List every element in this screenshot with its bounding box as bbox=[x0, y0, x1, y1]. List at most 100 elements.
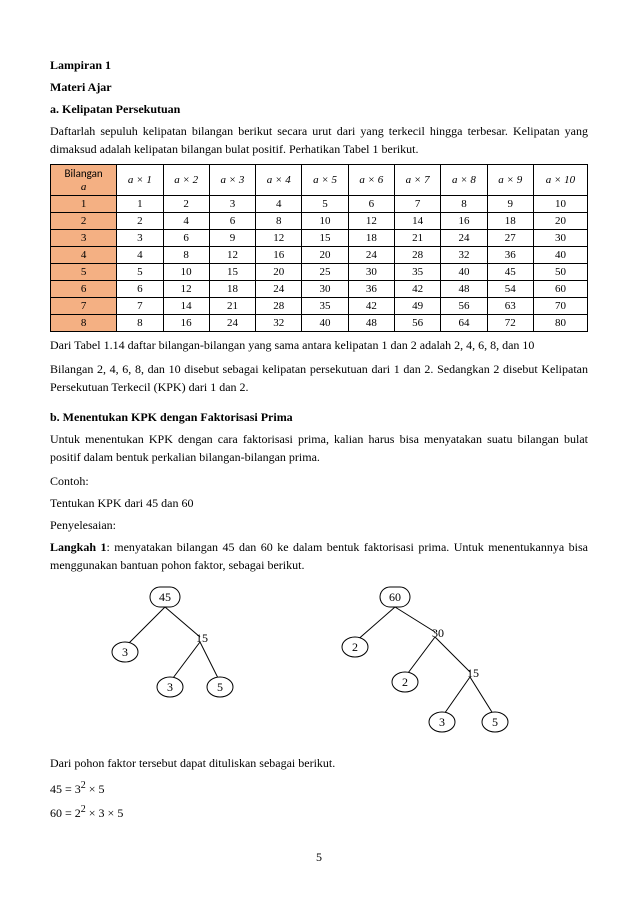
table-cell: 18 bbox=[348, 230, 394, 247]
table-cell: 28 bbox=[256, 298, 302, 315]
table-cell: 21 bbox=[209, 298, 255, 315]
col-bilangan-header: Bilangan a bbox=[51, 165, 117, 196]
table-cell: 12 bbox=[163, 281, 209, 298]
table-cell: 7 bbox=[117, 298, 163, 315]
table-cell: 49 bbox=[395, 298, 441, 315]
table-cell: 24 bbox=[348, 247, 394, 264]
table-cell: 10 bbox=[163, 264, 209, 281]
table-cell: 5 bbox=[117, 264, 163, 281]
table-cell: 24 bbox=[441, 230, 487, 247]
table-cell: 63 bbox=[487, 298, 533, 315]
tree-45: 45 3 15 3 5 bbox=[90, 582, 240, 702]
table-cell: 10 bbox=[533, 196, 587, 213]
table-cell: 8 bbox=[117, 315, 163, 332]
document-page: Lampiran 1 Materi Ajar a. Kelipatan Pers… bbox=[0, 0, 638, 885]
table-cell: 36 bbox=[487, 247, 533, 264]
table-cell: 36 bbox=[348, 281, 394, 298]
table-header-row: Bilangan a a × 1 a × 2 a × 3 a × 4 a × 5… bbox=[51, 165, 588, 196]
table-cell: 6 bbox=[209, 213, 255, 230]
table-row: 4481216202428323640 bbox=[51, 247, 588, 264]
table-cell: 6 bbox=[163, 230, 209, 247]
table-cell: 15 bbox=[209, 264, 255, 281]
lampiran-title: Lampiran 1 bbox=[50, 56, 588, 74]
table-cell: 40 bbox=[441, 264, 487, 281]
table-cell: 60 bbox=[533, 281, 587, 298]
node-60: 60 bbox=[389, 590, 401, 604]
col-a7: a × 7 bbox=[395, 165, 441, 196]
row-header: 5 bbox=[51, 264, 117, 281]
table-cell: 54 bbox=[487, 281, 533, 298]
materi-title: Materi Ajar bbox=[50, 78, 588, 96]
table-row: 55101520253035404550 bbox=[51, 264, 588, 281]
table-cell: 15 bbox=[302, 230, 348, 247]
table-cell: 35 bbox=[395, 264, 441, 281]
factor-trees: 45 3 15 3 5 60 2 bbox=[90, 582, 588, 742]
col-a6: a × 6 bbox=[348, 165, 394, 196]
table-cell: 1 bbox=[117, 196, 163, 213]
langkah-label: Langkah 1 bbox=[50, 540, 106, 554]
table-cell: 2 bbox=[163, 196, 209, 213]
table-cell: 16 bbox=[441, 213, 487, 230]
node-3a: 3 bbox=[122, 645, 128, 659]
table-cell: 4 bbox=[163, 213, 209, 230]
col-a4: a × 4 bbox=[256, 165, 302, 196]
penyelesaian-label: Penyelesaian: bbox=[50, 516, 588, 534]
table-cell: 42 bbox=[348, 298, 394, 315]
table-cell: 8 bbox=[256, 213, 302, 230]
table-cell: 40 bbox=[302, 315, 348, 332]
table-cell: 30 bbox=[533, 230, 587, 247]
row-header: 1 bbox=[51, 196, 117, 213]
table-cell: 56 bbox=[395, 315, 441, 332]
table-cell: 7 bbox=[395, 196, 441, 213]
node-5: 5 bbox=[217, 680, 223, 694]
after-table-p1: Dari Tabel 1.14 daftar bilangan-bilangan… bbox=[50, 336, 588, 354]
table-cell: 20 bbox=[256, 264, 302, 281]
table-cell: 3 bbox=[117, 230, 163, 247]
intro-paragraph: Daftarlah sepuluh kelipatan bilangan ber… bbox=[50, 122, 588, 158]
row-header: 4 bbox=[51, 247, 117, 264]
contoh-label: Contoh: bbox=[50, 472, 588, 490]
table-cell: 45 bbox=[487, 264, 533, 281]
table-row: 336912151821242730 bbox=[51, 230, 588, 247]
table-row: 77142128354249566370 bbox=[51, 298, 588, 315]
table-cell: 32 bbox=[441, 247, 487, 264]
table-cell: 12 bbox=[209, 247, 255, 264]
table-cell: 2 bbox=[117, 213, 163, 230]
table-cell: 64 bbox=[441, 315, 487, 332]
tentukan-line: Tentukan KPK dari 45 dan 60 bbox=[50, 494, 588, 512]
table-cell: 24 bbox=[256, 281, 302, 298]
col-a8: a × 8 bbox=[441, 165, 487, 196]
table-cell: 48 bbox=[348, 315, 394, 332]
section-a-title: a. Kelipatan Persekutuan bbox=[50, 100, 588, 118]
node-30: 30 bbox=[432, 626, 444, 640]
table-cell: 12 bbox=[348, 213, 394, 230]
col-a10: a × 10 bbox=[533, 165, 587, 196]
node-3b: 3 bbox=[167, 680, 173, 694]
table-cell: 42 bbox=[395, 281, 441, 298]
table-cell: 6 bbox=[117, 281, 163, 298]
node-15: 15 bbox=[196, 631, 208, 645]
node-2b: 2 bbox=[402, 675, 408, 689]
table-cell: 50 bbox=[533, 264, 587, 281]
table-cell: 3 bbox=[209, 196, 255, 213]
table-cell: 24 bbox=[209, 315, 255, 332]
node-15b: 15 bbox=[467, 666, 479, 680]
col-a2: a × 2 bbox=[163, 165, 209, 196]
node-3c: 3 bbox=[439, 715, 445, 729]
table-cell: 9 bbox=[209, 230, 255, 247]
equation-60: 60 = 22 × 3 × 5 bbox=[50, 802, 588, 822]
col-a5: a × 5 bbox=[302, 165, 348, 196]
table-cell: 27 bbox=[487, 230, 533, 247]
table-cell: 12 bbox=[256, 230, 302, 247]
table-cell: 14 bbox=[163, 298, 209, 315]
table-cell: 9 bbox=[487, 196, 533, 213]
table-cell: 40 bbox=[533, 247, 587, 264]
col-a3: a × 3 bbox=[209, 165, 255, 196]
table-cell: 32 bbox=[256, 315, 302, 332]
table-cell: 48 bbox=[441, 281, 487, 298]
row-header: 6 bbox=[51, 281, 117, 298]
tree-60: 60 2 30 2 15 3 5 bbox=[320, 582, 510, 742]
table-row: 66121824303642485460 bbox=[51, 281, 588, 298]
table-cell: 72 bbox=[487, 315, 533, 332]
table-cell: 30 bbox=[348, 264, 394, 281]
